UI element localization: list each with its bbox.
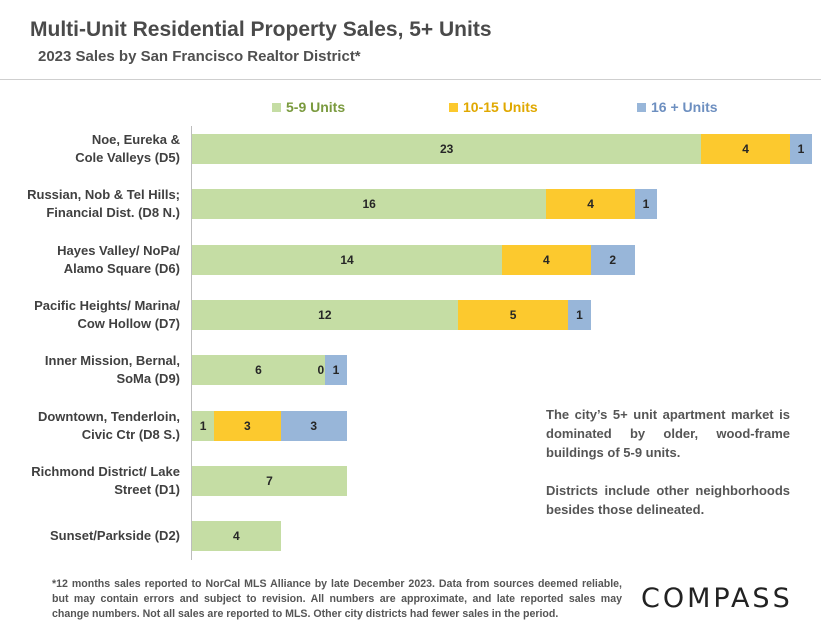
- legend-swatch: [449, 102, 458, 112]
- bar-segment: 1: [192, 410, 215, 441]
- compass-logo: COMPASS: [641, 583, 793, 614]
- annotation-paragraph-2: Districts include other neighborhoods be…: [546, 483, 790, 517]
- category-label: Russian, Nob & Tel Hills; Financial Dist…: [27, 187, 180, 221]
- bar-data-label: 6: [255, 363, 262, 378]
- bar-data-label: 5: [509, 307, 517, 322]
- bar-data-label: 23: [439, 142, 454, 156]
- bar-segment: 3: [214, 410, 281, 441]
- bar-data-label: 7: [266, 473, 273, 488]
- bar-segment: 14: [192, 244, 502, 275]
- legend-label: 10-15 Units: [463, 99, 538, 115]
- legend-swatch: [272, 102, 281, 112]
- bar-data-label: 1: [332, 363, 340, 378]
- annotation-paragraph-1: The city’s 5+ unit apartment market is d…: [546, 407, 790, 460]
- bar-segment: 1: [568, 299, 591, 330]
- bar-segment: 5: [457, 299, 569, 330]
- title-divider: [0, 79, 821, 80]
- bar-segment: 7: [192, 465, 347, 496]
- chart-subtitle: 2023 Sales by San Francisco Realtor Dist…: [38, 48, 361, 65]
- bar-data-label: 0: [317, 363, 325, 378]
- legend-item-2: 10-15 Units: [449, 99, 538, 115]
- bar-data-label: 4: [542, 252, 550, 267]
- bar-segment: 16: [192, 189, 547, 220]
- category-label: Downtown, Tenderloin, Civic Ctr (D8 S.): [37, 408, 180, 442]
- bar-segment: 4: [502, 244, 591, 275]
- bar-segment: 12: [192, 299, 458, 330]
- bar-segment: 4: [701, 134, 790, 164]
- category-label: Noe, Eureka & Cole Valleys (D5): [75, 132, 180, 165]
- category-label: Sunset/Parkside (D2): [49, 528, 180, 544]
- bar-segment: 1: [789, 134, 812, 164]
- bar-data-label: 1: [642, 197, 650, 212]
- bar-data-label: 2: [609, 252, 617, 267]
- bar-data-label: 3: [310, 418, 318, 433]
- bar-data-label: 4: [232, 529, 240, 544]
- legend-label: 5-9 Units: [286, 99, 346, 115]
- footnote: *12 months sales reported to NorCal MLS …: [52, 578, 622, 620]
- bar-segment: 2: [590, 244, 635, 275]
- bar-data-label: 1: [797, 142, 805, 156]
- bar-data-label: 12: [318, 307, 332, 322]
- legend-swatch: [637, 102, 646, 112]
- bar-data-label: 1: [576, 307, 583, 322]
- bar-segment: 4: [546, 189, 635, 220]
- bar-segment: 1: [324, 355, 347, 386]
- bar-segment: 3: [280, 410, 347, 441]
- bar-segment: 6: [192, 355, 325, 386]
- category-axis-line: [191, 126, 192, 560]
- category-label: Richmond District/ Lake Street (D1): [31, 463, 180, 497]
- legend-item-3: 16 + Units: [637, 99, 718, 115]
- bar-segment: 23: [192, 134, 702, 164]
- annotation-box: The city’s 5+ unit apartment market is d…: [546, 405, 790, 538]
- bar-data-label: 16: [362, 197, 376, 212]
- category-label: Inner Mission, Bernal, SoMa (D9): [44, 353, 180, 387]
- legend-item-1: 5-9 Units: [272, 99, 345, 115]
- bar-data-label: 3: [244, 418, 251, 433]
- bar-data-label: 4: [587, 197, 594, 212]
- category-label: Hayes Valley/ NoPa/ Alamo Square (D6): [57, 242, 180, 276]
- chart-title: Multi-Unit Residential Property Sales, 5…: [30, 18, 492, 41]
- bar-data-label: 1: [199, 418, 207, 433]
- bar-data-label: 4: [742, 142, 749, 156]
- bar-segment: 1: [634, 189, 657, 220]
- legend-label: 16 + Units: [651, 99, 718, 115]
- bar-data-label: 14: [340, 252, 354, 267]
- bar-segment: 4: [192, 521, 281, 552]
- category-label: Pacific Heights/ Marina/ Cow Hollow (D7): [34, 297, 180, 331]
